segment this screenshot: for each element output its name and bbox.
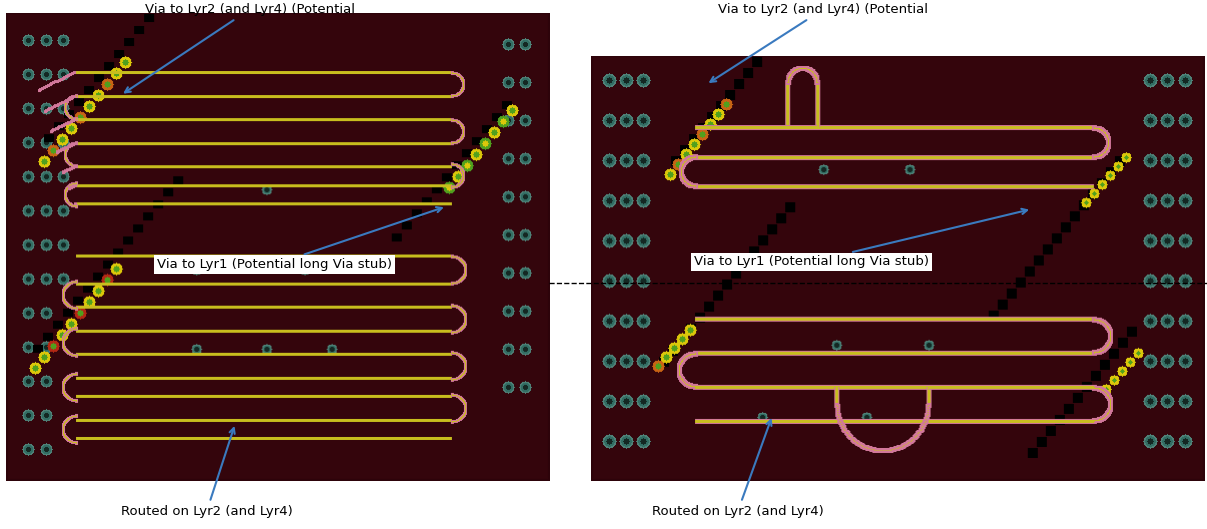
- Text: Via to Lyr2 (and Lyr4) (Potential: Via to Lyr2 (and Lyr4) (Potential: [711, 3, 928, 82]
- Text: Via to Lyr1 (Potential long Via stub): Via to Lyr1 (Potential long Via stub): [157, 207, 442, 271]
- Text: Routed on Lyr2 (and Lyr4): Routed on Lyr2 (and Lyr4): [121, 428, 292, 518]
- Text: Via to Lyr2 (and Lyr4) (Potential: Via to Lyr2 (and Lyr4) (Potential: [126, 3, 355, 93]
- Text: Routed on Lyr2 (and Lyr4): Routed on Lyr2 (and Lyr4): [652, 420, 823, 518]
- Text: Via to Lyr1 (Potential long Via stub): Via to Lyr1 (Potential long Via stub): [694, 209, 1027, 268]
